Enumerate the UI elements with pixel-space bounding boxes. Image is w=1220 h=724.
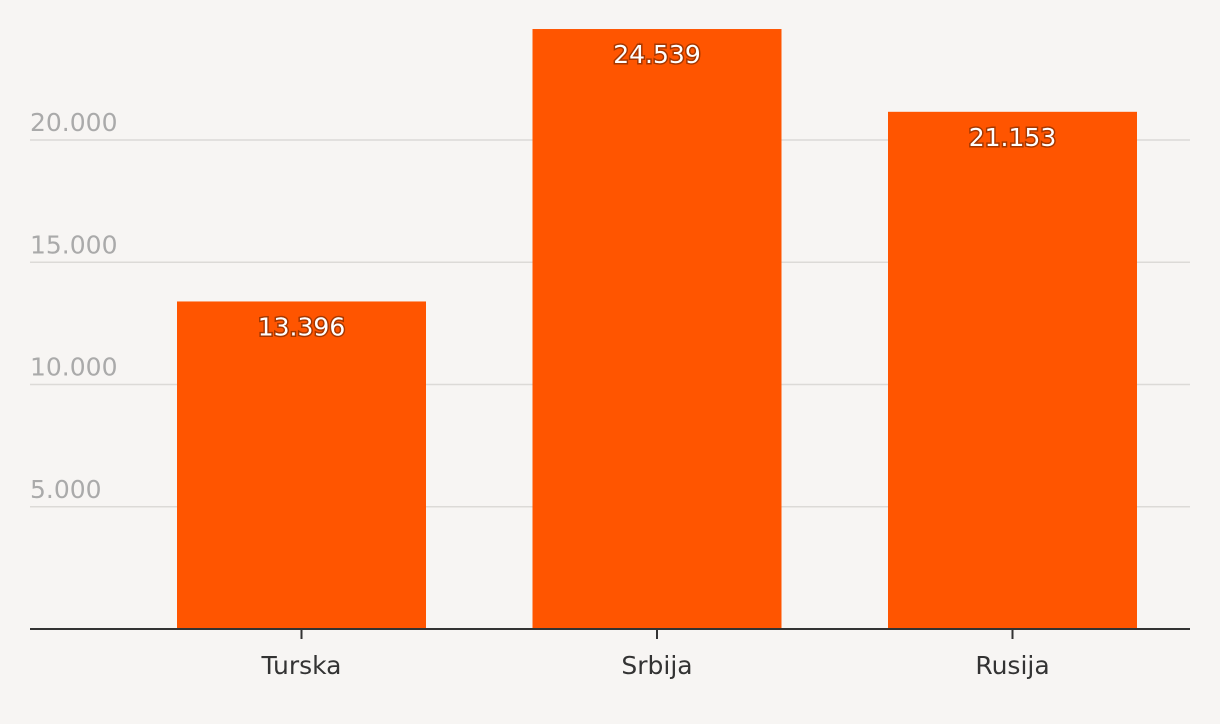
x-tick-label: Rusija <box>975 651 1049 680</box>
axis-layer: Turska Srbija Rusija <box>30 628 1190 680</box>
y-tick-label: 20.000 <box>30 108 117 137</box>
data-label: 21.153 <box>969 123 1056 152</box>
x-tick-label: Turska <box>261 651 342 680</box>
x-tick-label: Srbija <box>621 651 692 680</box>
bar-turska <box>177 301 426 629</box>
bar-rusija <box>888 111 1137 630</box>
bar-srbija <box>532 29 782 630</box>
data-label: 24.539 <box>613 40 700 69</box>
data-label: 13.396 <box>258 312 345 341</box>
bar-layer <box>177 29 1137 630</box>
label-layer: 13.396 24.539 21.153 <box>256 39 1057 343</box>
y-tick-label: 5.000 <box>30 475 102 504</box>
y-tick-label: 15.000 <box>30 230 117 259</box>
y-tick-label: 10.000 <box>30 353 117 382</box>
